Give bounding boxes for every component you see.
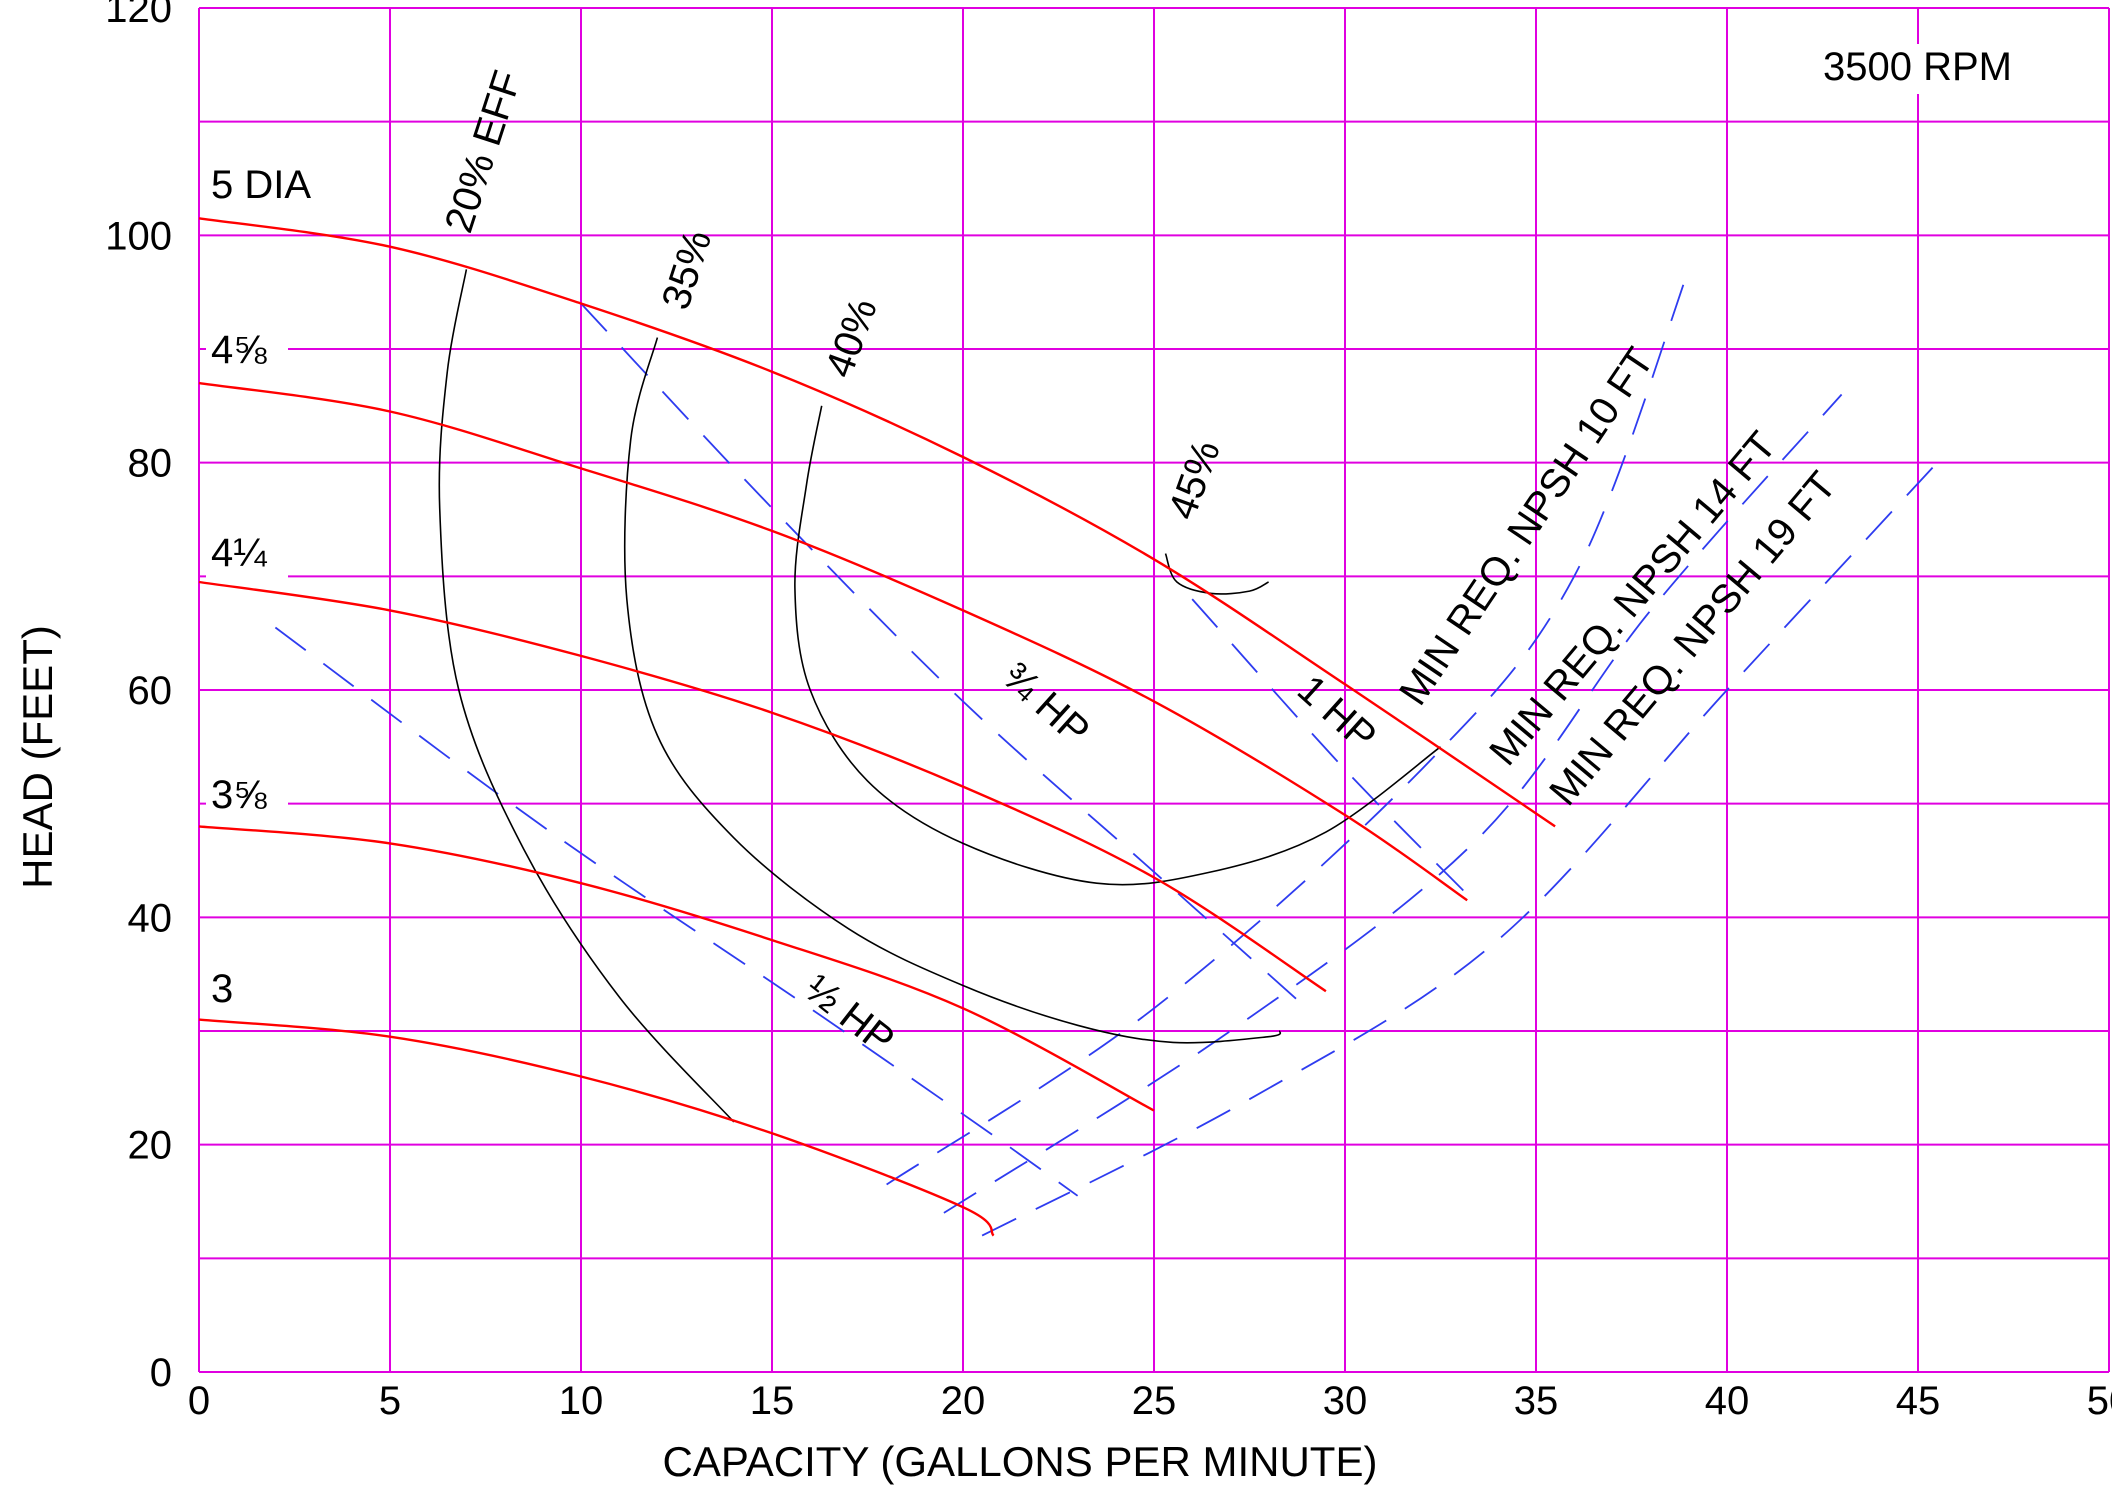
y-tick-label: 40 (128, 896, 173, 940)
hp-line-1 (580, 302, 1308, 1009)
x-tick-label: 40 (1705, 1379, 1750, 1423)
y-tick-label: 20 (128, 1124, 173, 1168)
efficiency-curve-2 (794, 405, 1441, 886)
label-background (206, 329, 288, 375)
y-tick-labels: 0 20 40 60 80 100 120 (105, 0, 172, 1395)
x-tick-label: 25 (1132, 1379, 1177, 1423)
label-background (206, 164, 331, 210)
rpm-annotation: 3500 RPM (1823, 45, 2012, 89)
x-tick-label: 5 (379, 1379, 401, 1423)
x-tick-label: 35 (1514, 1379, 1559, 1423)
impeller-label-3: 3 (211, 967, 233, 1011)
impeller-curve-0 (198, 217, 1556, 828)
impeller-label-3-5-8: 3⅝ (211, 773, 267, 817)
y-tick-label: 0 (150, 1351, 172, 1395)
x-tick-label: 10 (559, 1379, 604, 1423)
x-tick-labels: 0 5 10 15 20 25 30 35 40 45 50 (188, 1379, 2112, 1423)
impeller-label-4-5-8: 4⅝ (211, 328, 267, 372)
y-tick-label: 100 (105, 214, 172, 258)
label-background (1808, 44, 2068, 94)
x-tick-label: 45 (1896, 1379, 1941, 1423)
x-axis-title: CAPACITY (GALLONS PER MINUTE) (663, 1438, 1378, 1485)
impeller-label-4-1-4: 4¼ (211, 531, 267, 575)
npsh-line-2 (981, 462, 1938, 1237)
y-tick-label: 80 (128, 442, 173, 486)
y-axis-title: HEAD (FEET) (14, 625, 61, 889)
efficiency-curve-0 (438, 269, 735, 1123)
x-tick-label: 30 (1323, 1379, 1368, 1423)
impeller-curve-3 (198, 825, 1155, 1112)
efficiency-curve-1 (623, 337, 1282, 1044)
label-background (206, 532, 288, 578)
label-background (206, 968, 246, 1014)
y-tick-label: 120 (105, 0, 172, 31)
efficiency-curve-3 (1164, 553, 1269, 595)
label-background (206, 774, 288, 820)
npsh-line-0 (886, 269, 1690, 1186)
y-tick-label: 60 (128, 669, 173, 713)
x-tick-label: 50 (2087, 1379, 2112, 1423)
npsh-line-1 (943, 393, 1843, 1214)
impeller-curve-2 (198, 580, 1327, 993)
hp-line-2 (1191, 598, 1480, 907)
impeller-curve-4 (198, 1018, 995, 1237)
horsepower-lines (274, 302, 1480, 1197)
efficiency-curves (438, 269, 1441, 1123)
hp-line-0 (274, 626, 1079, 1197)
x-tick-label: 20 (941, 1379, 986, 1423)
npsh-lines (886, 269, 1938, 1237)
grid (198, 7, 2110, 1373)
impeller-curve-1 (198, 381, 1468, 902)
label-backgrounds (206, 44, 2068, 1014)
x-tick-label: 0 (188, 1379, 210, 1423)
impeller-head-curves (198, 217, 1556, 1237)
impeller-label-5-dia: 5 DIA (211, 163, 311, 207)
x-tick-label: 15 (750, 1379, 795, 1423)
